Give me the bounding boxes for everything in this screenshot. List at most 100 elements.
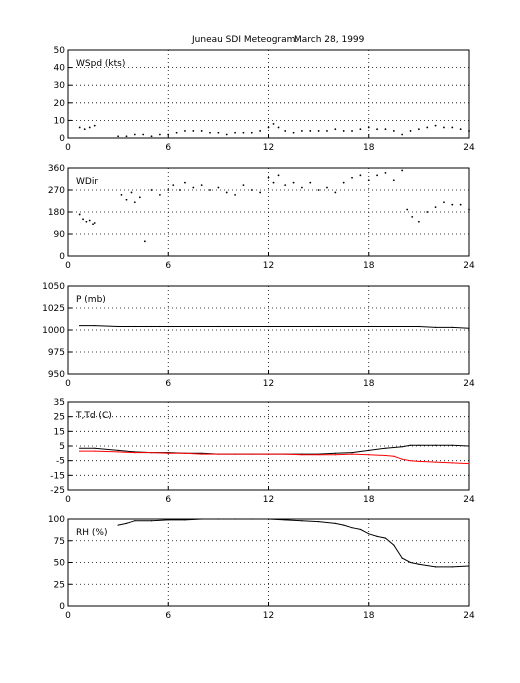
data-point: [267, 176, 270, 179]
data-point: [434, 444, 437, 446]
data-point: [406, 208, 409, 211]
data-point: [376, 535, 378, 538]
data-point: [409, 130, 412, 132]
data-point: [272, 181, 275, 184]
data-point: [150, 452, 153, 454]
data-point: [301, 186, 303, 189]
figure-date: March 28, 1999: [294, 35, 365, 45]
data-point: [384, 454, 387, 457]
data-point: [351, 527, 353, 529]
x-tick-label: 0: [65, 611, 71, 621]
data-point: [209, 131, 211, 134]
data-point: [301, 130, 303, 132]
panel-3: 0 6 12 18 24 950 975 1000 1025 1050 P (mb): [42, 282, 475, 389]
data-point: [318, 454, 320, 456]
data-point: [158, 193, 161, 196]
data-point: [334, 191, 337, 194]
figure-title: Juneau SDI Meteogram:: [191, 35, 298, 45]
data-point: [459, 128, 462, 131]
data-point: [125, 135, 128, 138]
data-point: [192, 186, 195, 189]
data-point: [272, 123, 275, 125]
data-point: [117, 524, 119, 526]
data-point: [277, 174, 280, 177]
data-point: [267, 325, 270, 328]
x-tick-label: 18: [363, 495, 375, 505]
y-tick-label: 0: [59, 602, 65, 612]
y-tick-label: 40: [54, 64, 66, 74]
data-point: [451, 462, 453, 464]
data-point: [150, 325, 153, 328]
data-point: [133, 201, 136, 204]
data-point: [317, 130, 320, 132]
panel-2: 0 6 12 18 24 0 90 180 270 360 WDir: [48, 164, 475, 271]
panel-5: 0 6 12 18 24 0 25 50 75 100 RH (%): [48, 515, 475, 621]
data-point: [94, 450, 96, 452]
data-point: [367, 179, 370, 182]
data-point: [334, 128, 337, 131]
data-point: [78, 126, 81, 129]
data-point: [384, 171, 387, 174]
data-point: [150, 520, 153, 522]
data-point: [418, 563, 420, 565]
data-point: [217, 518, 219, 520]
data-point: [82, 218, 84, 221]
data-point: [292, 131, 295, 134]
data-point: [359, 174, 362, 177]
data-point: [418, 460, 420, 462]
data-point: [326, 130, 328, 132]
data-point: [167, 519, 169, 521]
data-point: [150, 135, 153, 138]
data-point: [417, 220, 420, 223]
data-point: [409, 561, 412, 564]
data-point: [384, 447, 387, 449]
x-tick-label: 0: [65, 495, 71, 505]
data-point: [309, 130, 312, 132]
data-point: [334, 522, 336, 524]
y-tick-label: 10: [54, 116, 66, 126]
data-point: [376, 174, 379, 177]
y-tick-label: 360: [48, 164, 65, 174]
x-tick-label: 12: [263, 143, 274, 153]
data-point: [284, 519, 286, 521]
data-point: [201, 518, 203, 520]
y-tick-label: 100: [48, 515, 65, 525]
data-point: [434, 326, 437, 328]
x-tick-label: 18: [363, 611, 375, 621]
data-point: [351, 453, 353, 455]
y-tick-label: 975: [48, 348, 65, 358]
data-point: [451, 326, 453, 328]
data-point: [93, 222, 96, 224]
data-point: [351, 176, 353, 179]
data-point: [451, 566, 453, 568]
data-point: [367, 126, 370, 129]
data-point: [342, 181, 345, 184]
data-point: [175, 131, 178, 134]
data-point: [451, 444, 453, 446]
panel-1: 0 6 12 18 24 0 10 20 30 40 50 WSpd (kts): [54, 46, 475, 153]
y-tick-label: 90: [54, 230, 66, 240]
y-tick-label: 270: [48, 186, 65, 196]
data-point: [334, 454, 336, 456]
data-point: [134, 452, 136, 454]
data-point: [468, 463, 470, 465]
x-tick-label: 18: [363, 379, 375, 389]
data-point: [217, 453, 219, 455]
panel-label: P (mb): [76, 295, 106, 305]
x-tick-label: 0: [65, 261, 71, 271]
data-point: [83, 128, 86, 131]
y-tick-label: 0: [59, 252, 65, 262]
data-point: [184, 452, 186, 454]
data-point: [167, 189, 170, 191]
data-point: [242, 184, 245, 187]
data-point: [94, 325, 96, 327]
data-point: [417, 128, 420, 131]
data-point: [142, 133, 145, 136]
data-point: [301, 454, 303, 456]
data-point: [79, 450, 81, 452]
data-point: [225, 191, 228, 194]
data-point: [351, 130, 353, 132]
y-tick-label: 20: [54, 99, 66, 109]
data-point: [468, 565, 470, 567]
